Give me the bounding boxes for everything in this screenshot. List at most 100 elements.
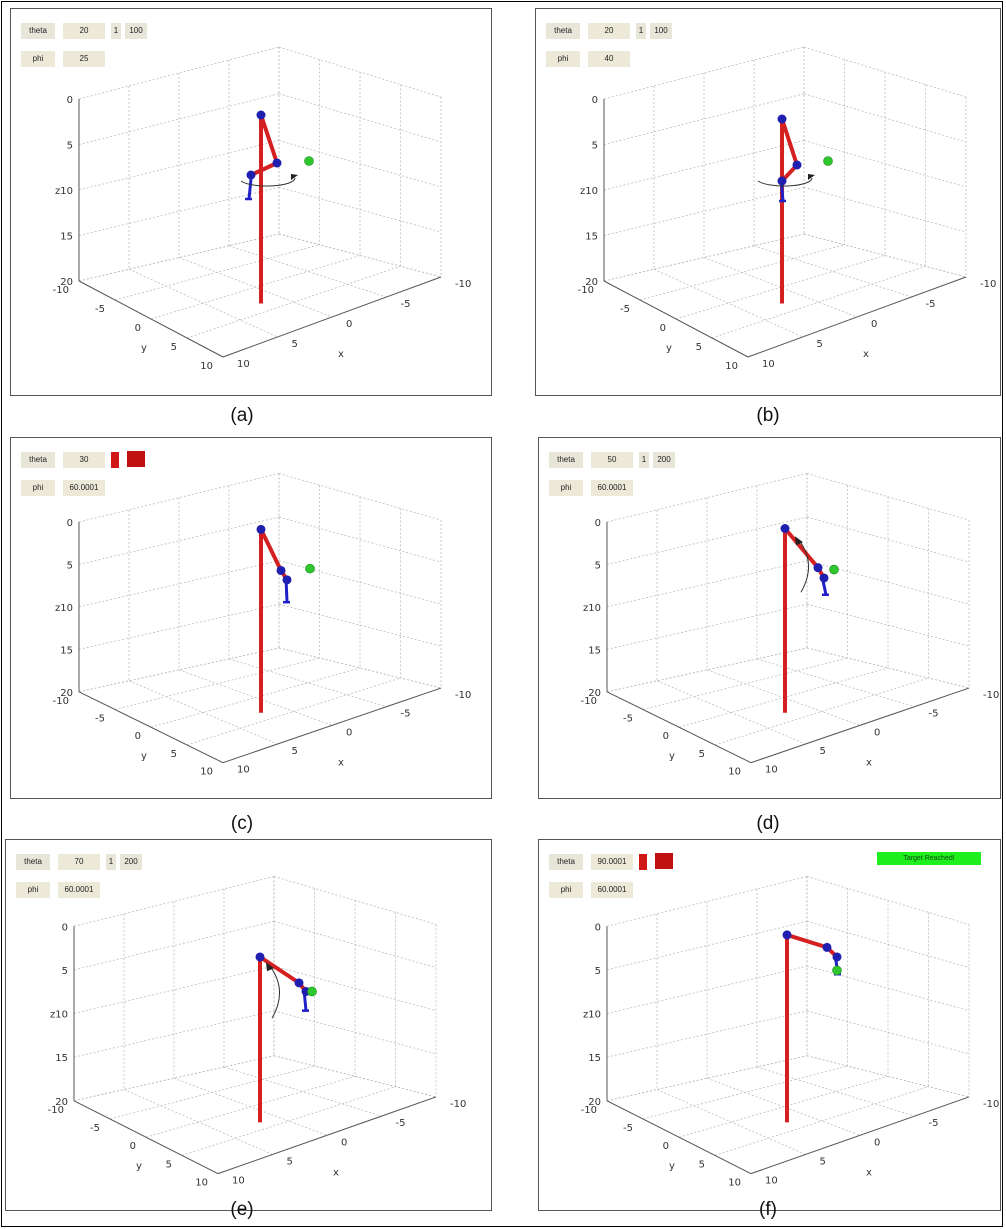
z-tick-label: 15 xyxy=(585,232,598,243)
x-tick-label: 10 xyxy=(232,1176,245,1187)
joint-marker xyxy=(777,114,787,124)
x-axis-label: x xyxy=(338,349,344,360)
phi-label: phi xyxy=(549,882,583,898)
step-button-active[interactable] xyxy=(111,452,119,468)
phi-input[interactable]: 60.0001 xyxy=(591,480,633,496)
y-tick-label: 5 xyxy=(699,749,705,760)
x-tick-label: 5 xyxy=(817,339,823,350)
theta-label: theta xyxy=(549,452,583,468)
max-input[interactable]: 200 xyxy=(653,452,675,468)
z-tick-label: 5 xyxy=(67,560,73,571)
z-axis-label: z xyxy=(55,186,60,197)
theta-label: theta xyxy=(16,854,50,870)
step-input[interactable]: 1 xyxy=(639,452,649,468)
grid-line xyxy=(656,1089,806,1155)
z-tick-label: 20 xyxy=(588,688,601,699)
theta-input[interactable]: 30 xyxy=(63,452,105,468)
plot-panel-a: theta 20 phi 25 1 100 0 5 10 15 20 z -10 -5 0 5 10 y 10 5 0 -… xyxy=(10,8,492,396)
yaw-rotation-arrow-icon xyxy=(240,177,296,187)
target-marker xyxy=(832,965,842,976)
step-input[interactable]: 1 xyxy=(106,854,116,870)
z-tick-label: 20 xyxy=(585,277,598,288)
grid-line xyxy=(278,186,442,233)
plot-panel-e: theta 70 phi 60.0001 1 200 0 5 10 15 20 z -10 -5 0 5 10 y… xyxy=(5,839,492,1211)
y-tick-label: 0 xyxy=(135,731,141,742)
axis-line xyxy=(750,687,970,764)
phi-input[interactable]: 60.0001 xyxy=(58,882,100,898)
grid-line xyxy=(653,268,803,338)
z-tick-label: 0 xyxy=(62,922,68,933)
step-input[interactable]: 1 xyxy=(111,23,121,39)
phi-input[interactable]: 40 xyxy=(588,51,630,67)
pitch-rotation-arrow-icon xyxy=(269,966,280,1019)
y-tick-label: -10 xyxy=(53,696,69,707)
x-tick-label: -10 xyxy=(983,690,999,701)
x-tick-label: 10 xyxy=(762,359,775,370)
y-axis-label: y xyxy=(666,343,672,354)
max-input[interactable]: 100 xyxy=(125,23,147,39)
grid-line xyxy=(606,516,808,565)
target-marker xyxy=(305,563,315,574)
y-tick-label: 5 xyxy=(171,342,177,353)
joint-marker xyxy=(272,158,282,168)
z-tick-label: 10 xyxy=(588,1010,601,1021)
x-axis-label: x xyxy=(338,757,344,768)
x-tick-label: 10 xyxy=(765,1176,778,1187)
z-tick-label: 10 xyxy=(60,186,73,197)
max-input[interactable]: 100 xyxy=(650,23,672,39)
gripper-icon xyxy=(247,178,253,200)
z-tick-label: 15 xyxy=(60,645,73,656)
y-axis-label: y xyxy=(669,751,675,762)
theta-input[interactable]: 50 xyxy=(591,452,633,468)
x-tick-label: -5 xyxy=(396,1118,406,1129)
theta-label: theta xyxy=(546,23,580,39)
grid-line xyxy=(78,516,280,565)
grid-line xyxy=(278,516,442,563)
theta-label: theta xyxy=(21,23,55,39)
theta-input[interactable]: 20 xyxy=(588,23,630,39)
y-tick-label: 10 xyxy=(200,361,213,372)
step-button-active[interactable] xyxy=(639,854,647,870)
y-tick-label: -5 xyxy=(623,714,633,725)
x-tick-label: -10 xyxy=(983,1099,999,1110)
max-input-active[interactable] xyxy=(655,853,673,869)
pitch-rotation-arrow-icon xyxy=(798,539,809,593)
max-input[interactable]: 200 xyxy=(120,854,142,870)
y-axis-label: y xyxy=(669,1161,675,1172)
grid-line xyxy=(706,1077,861,1136)
axis-line xyxy=(603,280,749,358)
plot-3d-axes: 0 5 10 15 20 z -10 -5 0 5 10 y 10 5 0 -5 -10 x xyxy=(53,46,471,372)
y-tick-label: -5 xyxy=(95,714,105,725)
grid-line xyxy=(803,140,967,188)
max-input-active[interactable] xyxy=(127,451,145,467)
grid-line xyxy=(228,245,387,298)
step-input[interactable]: 1 xyxy=(636,23,646,39)
y-axis-label: y xyxy=(141,751,147,762)
grid-line xyxy=(223,1066,382,1117)
phi-input[interactable]: 60.0001 xyxy=(63,480,105,496)
x-tick-label: 0 xyxy=(871,319,877,330)
x-tick-label: 5 xyxy=(820,1156,826,1167)
theta-input[interactable]: 20 xyxy=(63,23,105,39)
theta-input[interactable]: 70 xyxy=(58,854,100,870)
plot-3d-axes: 0 5 10 15 20 z -10 -5 0 5 10 y 10 5 0 -5 -10 x xyxy=(48,876,466,1189)
y-tick-label: -5 xyxy=(623,1123,633,1134)
z-axis-label: z xyxy=(583,1010,588,1021)
grid-line xyxy=(186,677,401,746)
joint-marker xyxy=(256,524,266,534)
grid-line xyxy=(173,1077,328,1136)
joint-marker xyxy=(780,524,790,533)
theta-input[interactable]: 90.0001 xyxy=(591,854,633,870)
axis-line xyxy=(222,687,442,764)
phi-input[interactable]: 25 xyxy=(63,51,105,67)
theta-label: theta xyxy=(21,452,55,468)
axis-line xyxy=(78,691,224,764)
joint-marker xyxy=(282,575,292,585)
phi-input[interactable]: 60.0001 xyxy=(591,882,633,898)
y-axis-label: y xyxy=(136,1161,142,1172)
grid-line xyxy=(78,46,280,100)
x-tick-label: 10 xyxy=(237,765,250,776)
y-tick-label: 5 xyxy=(699,1159,705,1170)
grid-line xyxy=(714,677,929,746)
